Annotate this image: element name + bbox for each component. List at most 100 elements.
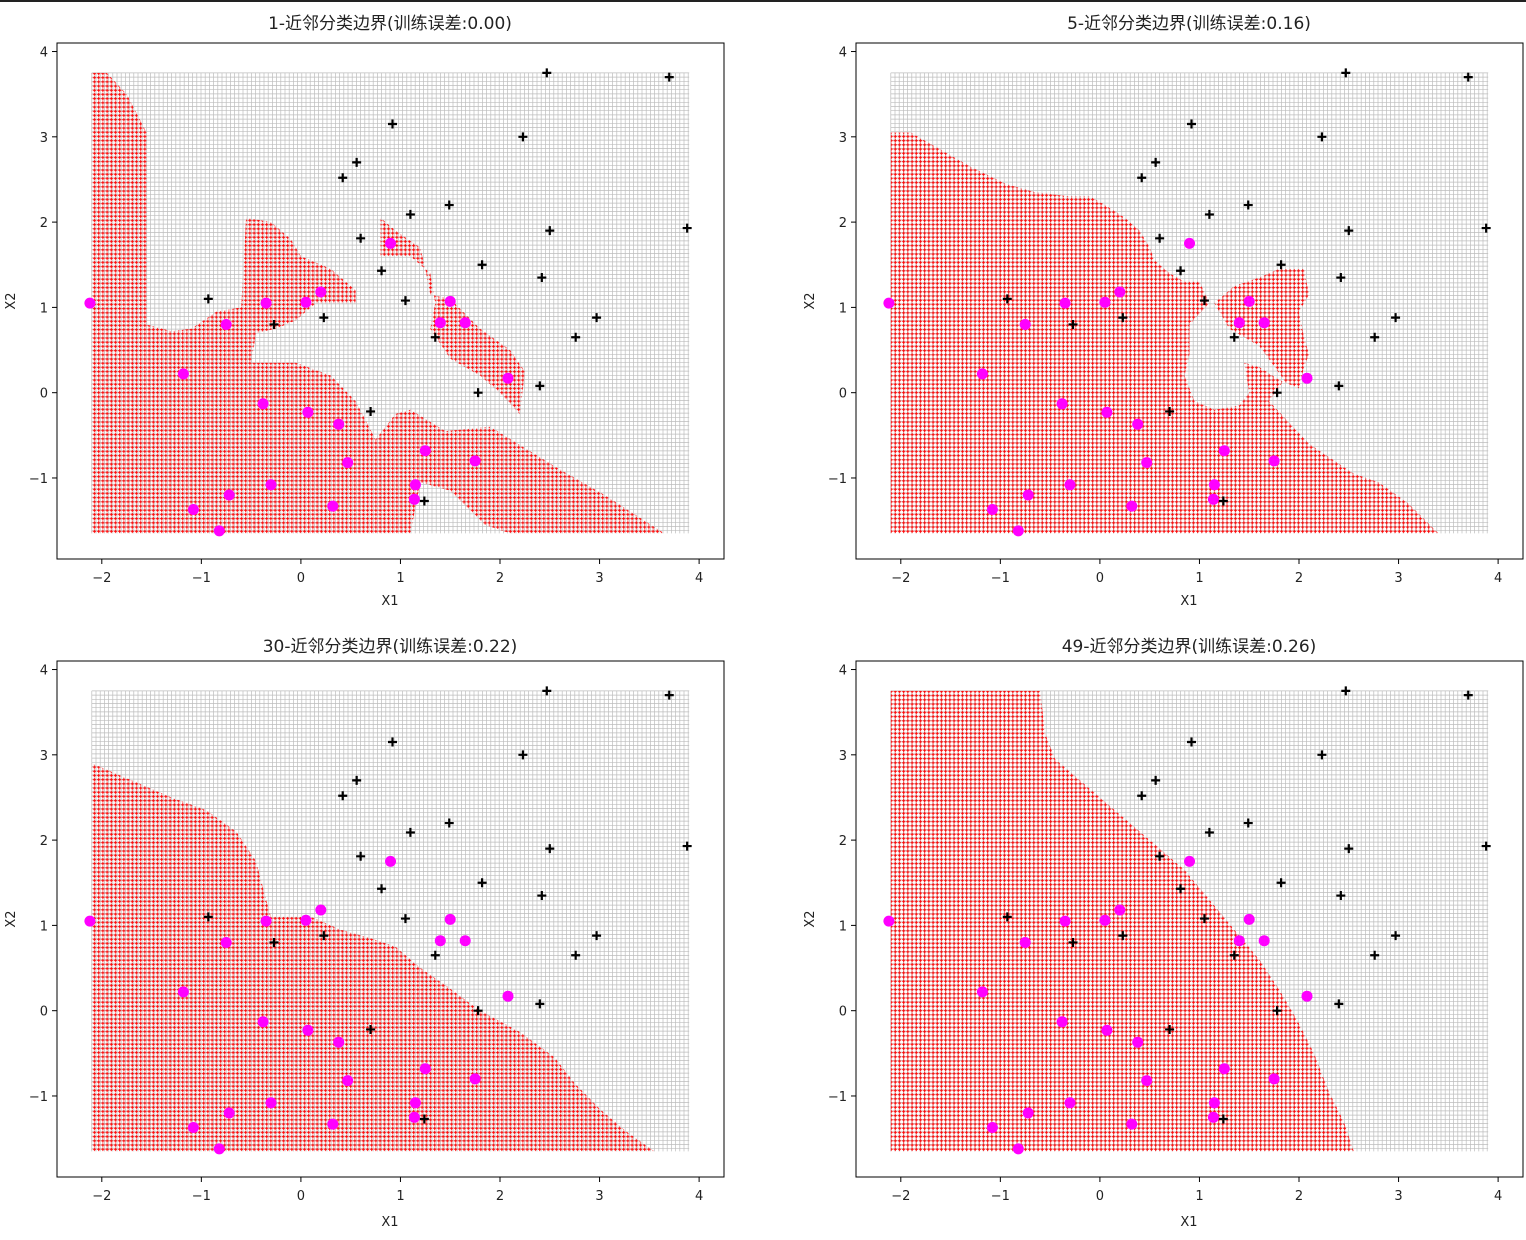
magenta-point <box>342 457 354 469</box>
black-plus-point <box>1218 496 1228 506</box>
y-tick-label: 4 <box>839 664 847 679</box>
magenta-point <box>1114 904 1126 916</box>
plot-area: −2 −1 0 1 2 3 4 −1 0 1 2 3 4 <box>828 664 1502 1204</box>
magenta-point <box>1114 286 1126 298</box>
magenta-point <box>444 913 456 925</box>
plot-clip-group <box>883 68 1491 537</box>
magenta-point <box>1258 935 1270 947</box>
chart-k49-svg: 49-近邻分类边界(训练误差:0.26) −2 −1 0 1 2 3 4 −1 0 1 2 3 4 X1… <box>803 637 1524 1230</box>
black-plus-point <box>1276 260 1286 270</box>
black-plus-point <box>664 690 674 700</box>
magenta-point <box>502 990 514 1002</box>
black-plus-point <box>1199 296 1209 306</box>
chart-title: 5-近邻分类边界(训练误差:0.16) <box>1067 14 1311 34</box>
black-plus-point <box>1334 999 1344 1009</box>
magenta-point <box>1207 493 1219 505</box>
black-plus-point <box>682 841 692 851</box>
magenta-point <box>1233 317 1245 329</box>
x-tick-label: 3 <box>1394 1189 1402 1204</box>
magenta-point <box>986 1122 998 1133</box>
black-plus-point <box>1002 912 1012 922</box>
magenta-point <box>223 1107 235 1119</box>
black-plus-point <box>545 226 555 236</box>
y-tick-label: 3 <box>839 131 847 146</box>
y-tick-label: 0 <box>40 387 48 402</box>
chart-k30-svg: 30-近邻分类边界(训练误差:0.22) −2 −1 0 1 2 3 4 −1 0 1 2 3 4 X1… <box>4 637 725 1230</box>
black-plus-point <box>1199 914 1209 924</box>
magenta-point <box>1184 855 1195 867</box>
black-plus-point <box>1370 950 1380 960</box>
black-plus-point <box>400 914 410 924</box>
black-plus-point <box>1165 406 1175 416</box>
magenta-point <box>1012 525 1024 537</box>
axes-frame <box>56 42 725 560</box>
magenta-point <box>1022 489 1034 501</box>
magenta-point <box>1064 479 1076 491</box>
red-decision-region <box>91 72 665 534</box>
x-tick-label: 2 <box>1295 1189 1303 1204</box>
magenta-point <box>257 398 269 410</box>
axes-frame <box>56 660 725 1178</box>
black-plus-point <box>356 851 366 861</box>
black-plus-point <box>1068 937 1078 947</box>
magenta-point <box>265 479 277 491</box>
x-tick-label: 0 <box>1096 571 1104 586</box>
x-axis-label: X1 <box>381 594 398 609</box>
y-axis-label: X2 <box>803 910 818 927</box>
black-plus-point <box>1272 1006 1282 1016</box>
magenta-point <box>257 1016 269 1028</box>
magenta-point <box>1056 398 1068 410</box>
magenta-point <box>260 915 272 927</box>
magenta-point <box>220 319 232 330</box>
black-plus-point <box>1218 1114 1228 1124</box>
black-plus-point <box>535 381 545 391</box>
magenta-point <box>434 935 446 947</box>
magenta-point <box>1022 1107 1034 1119</box>
magenta-point <box>213 525 225 537</box>
magenta-point <box>444 295 456 307</box>
magenta-point <box>408 1111 420 1123</box>
magenta-point <box>1208 479 1220 491</box>
black-plus-point <box>419 1114 429 1124</box>
black-plus-point <box>571 950 581 960</box>
black-plus-point <box>1276 878 1286 888</box>
y-tick-label: 4 <box>839 46 847 61</box>
magenta-point <box>434 317 446 329</box>
x-tick-label: 1 <box>1195 1189 1203 1204</box>
x-tick-label: 2 <box>496 1189 504 1204</box>
y-tick-label: −1 <box>29 1090 48 1105</box>
black-plus-point <box>356 233 366 243</box>
magenta-point <box>315 904 327 916</box>
black-plus-point <box>1186 119 1196 129</box>
magenta-point <box>419 1063 431 1075</box>
x-tick-label: 1 <box>1195 571 1203 586</box>
magenta-point <box>883 915 895 927</box>
y-tick-label: 4 <box>40 664 48 679</box>
magenta-point <box>177 368 189 380</box>
black-plus-point <box>338 173 348 183</box>
x-tick-label: 3 <box>1394 571 1402 586</box>
magenta-point <box>1019 937 1031 948</box>
black-plus-point <box>473 388 483 398</box>
magenta-point <box>1218 445 1230 457</box>
magenta-point <box>883 297 895 309</box>
magenta-point <box>1301 372 1313 384</box>
magenta-point <box>327 1118 339 1130</box>
x-tick-label: 1 <box>396 1189 404 1204</box>
magenta-point <box>1019 319 1031 330</box>
magenta-point <box>1184 237 1195 249</box>
black-plus-point <box>1243 818 1253 828</box>
black-plus-point <box>319 313 329 323</box>
magenta-point <box>1243 295 1255 307</box>
black-plus-point <box>1229 950 1239 960</box>
black-plus-point <box>1336 273 1346 283</box>
y-axis-label: X2 <box>4 292 19 309</box>
black-plus-point <box>1186 737 1196 747</box>
red-decision-region <box>890 690 1354 1152</box>
black-plus-point <box>535 999 545 1009</box>
black-plus-point <box>419 496 429 506</box>
x-tick-label: −1 <box>991 1189 1010 1204</box>
chart-panel-k5: 5-近邻分类边界(训练误差:0.16) −2 −1 0 1 2 3 4 −1 0 1 2 3 4 X1 … <box>763 0 1526 618</box>
magenta-point <box>315 286 327 298</box>
